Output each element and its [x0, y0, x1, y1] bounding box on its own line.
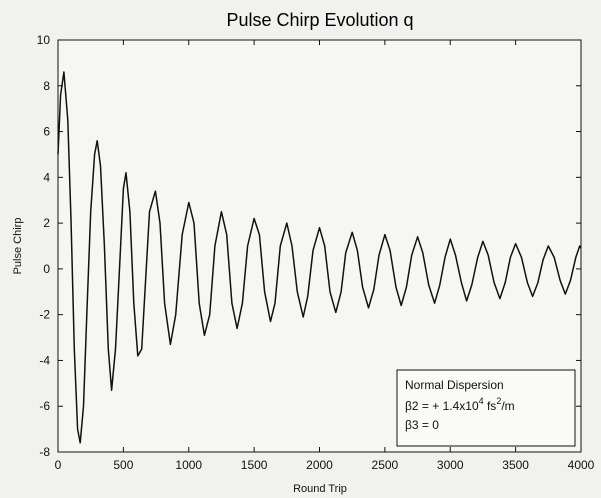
axis-ticks: 0 500 1000 1500 2000 2500 3000 3500 4000 -8 -6 -4 -2… [37, 33, 595, 472]
y-tick-label: 6 [43, 125, 50, 139]
y-tick-label: 0 [43, 262, 50, 276]
x-tick-label: 0 [55, 458, 62, 472]
annotation-line2-prefix: β2 = + 1.4x10 [405, 399, 479, 413]
x-tick-label: 500 [113, 458, 133, 472]
x-axis-label: Round Trip [293, 483, 347, 495]
y-tick-label: -2 [39, 308, 50, 322]
annotation-line2-exp2: 2 [496, 396, 501, 406]
x-tick-label: 3500 [502, 458, 529, 472]
y-axis-label: Pulse Chirp [12, 218, 24, 275]
annotation-frame [396, 369, 576, 447]
series-line [57, 71, 582, 444]
y-tick-label: -6 [39, 399, 50, 413]
y-tick-label: 8 [43, 79, 50, 93]
y-tick-label: 10 [37, 33, 51, 47]
x-tick-label: 3000 [437, 458, 464, 472]
chart-title: Pulse Chirp Evolution q [226, 10, 413, 30]
annotation-box: Normal Dispersion β2 = + 1.4x104 fs2/m β… [396, 369, 576, 447]
annotation-line2-mid: fs [484, 399, 497, 413]
x-tick-label: 2500 [372, 458, 399, 472]
y-tick-label: -4 [39, 353, 50, 367]
x-tick-label: 1500 [241, 458, 268, 472]
x-tick-label: 4000 [568, 458, 595, 472]
y-tick-label: 4 [43, 170, 50, 184]
y-tick-label: -8 [39, 445, 50, 459]
annotation-line2: β2 = + 1.4x104 fs2/m [405, 396, 515, 413]
annotation-line3: β3 = 0 [405, 418, 439, 432]
x-tick-label: 1000 [175, 458, 202, 472]
y-tick-label: 2 [43, 216, 50, 230]
annotation-line2-exp: 4 [479, 396, 484, 406]
x-tick-label: 2000 [306, 458, 333, 472]
annotation-line2-suffix: /m [501, 399, 514, 413]
annotation-line1: Normal Dispersion [405, 378, 504, 392]
